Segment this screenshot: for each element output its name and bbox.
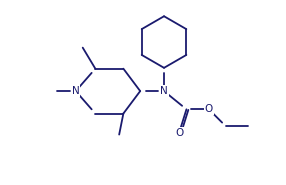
Text: N: N bbox=[72, 86, 80, 96]
Text: O: O bbox=[175, 128, 184, 138]
Text: N: N bbox=[160, 86, 168, 96]
Text: O: O bbox=[205, 104, 213, 114]
